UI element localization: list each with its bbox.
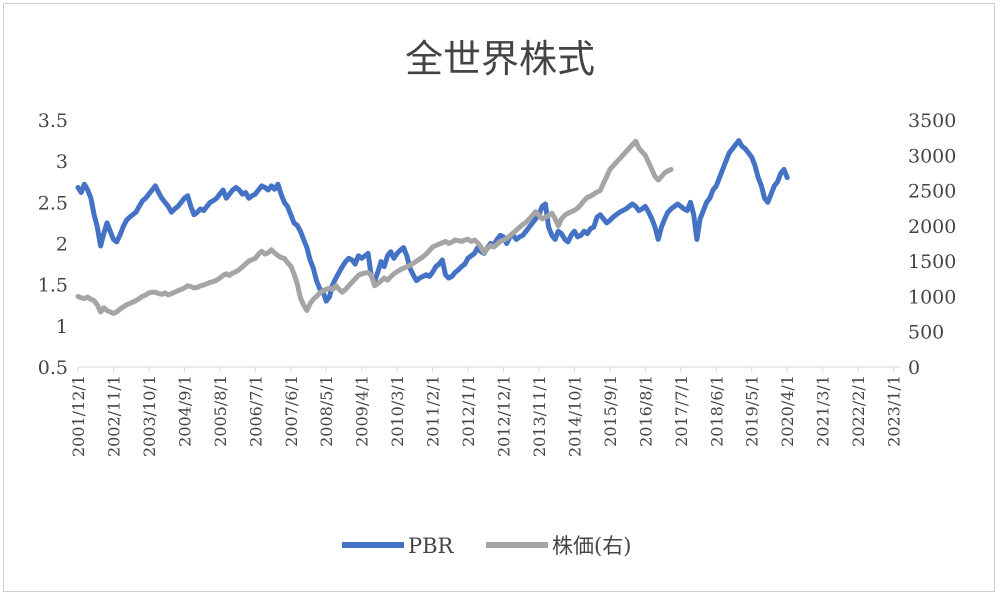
x-axis-tick: 2010/3/1 — [388, 375, 407, 447]
x-axis-tick: 2003/10/1 — [140, 375, 159, 457]
x-axis: 2001/12/1 2002/11/1 2003/10/1 2004/9/1 2005/… — [69, 367, 904, 457]
x-axis-tick: 2005/8/1 — [211, 375, 230, 447]
x-axis-tick: 2018/6/1 — [707, 375, 726, 447]
right-axis-tick: 0 — [908, 357, 920, 379]
x-axis-tick: 2004/9/1 — [175, 375, 194, 447]
x-axis-tick: 2014/10/1 — [565, 375, 584, 457]
left-y-axis: 3.5 3 2.5 2 1.5 1 0.5 — [38, 110, 68, 379]
right-axis-tick: 2000 — [908, 216, 956, 238]
x-axis-tick: 2015/9/1 — [601, 375, 620, 447]
x-axis-tick: 2008/5/1 — [317, 375, 336, 447]
right-y-axis: 3500 3000 2500 2000 1500 1000 500 0 — [908, 110, 956, 379]
x-axis-tick: 2017/7/1 — [672, 375, 691, 447]
x-axis-tick: 2009/4/1 — [353, 375, 372, 447]
legend-label: 株価(右) — [552, 534, 631, 558]
x-axis-tick: 2012/12/1 — [495, 375, 514, 457]
x-axis-tick: 2006/7/1 — [246, 375, 265, 447]
left-axis-tick: 2.5 — [38, 192, 68, 214]
left-axis-tick: 2 — [56, 234, 68, 256]
x-axis-tick: 2021/3/1 — [814, 375, 833, 447]
left-axis-tick: 0.5 — [38, 357, 68, 379]
chart-frame — [3, 3, 995, 592]
x-axis-tick: 2020/4/1 — [778, 375, 797, 447]
right-axis-tick: 3000 — [908, 145, 956, 167]
right-axis-tick: 2500 — [908, 181, 956, 203]
pbr-line — [75, 138, 790, 304]
stock-price-line — [75, 138, 674, 316]
x-axis-tick: 2012/1/1 — [459, 375, 478, 447]
x-axis-tick: 2016/8/1 — [636, 375, 655, 447]
series-lines — [75, 138, 790, 316]
x-axis-tick: 2013/11/1 — [530, 375, 549, 457]
x-axis-tick: 2022/2/1 — [849, 375, 868, 447]
right-axis-tick: 500 — [908, 322, 944, 344]
legend-label: PBR — [408, 534, 455, 558]
left-axis-tick: 1.5 — [38, 275, 68, 297]
x-axis-tick: 2019/5/1 — [743, 375, 762, 447]
left-axis-tick: 3 — [56, 151, 68, 173]
x-axis-tick: 2023/1/1 — [885, 375, 904, 447]
left-axis-tick: 3.5 — [38, 110, 68, 132]
legend: PBR 株価(右) — [342, 534, 631, 558]
right-axis-tick: 1500 — [908, 251, 956, 273]
left-axis-tick: 1 — [56, 316, 68, 338]
x-axis-tick: 2011/2/1 — [424, 375, 443, 447]
x-axis-tick: 2001/12/1 — [69, 375, 88, 457]
right-axis-tick: 3500 — [908, 110, 956, 132]
chart-title: 全世界株式 — [405, 37, 595, 81]
x-axis-tick: 2007/6/1 — [282, 375, 301, 447]
x-axis-tick: 2002/11/1 — [104, 375, 123, 457]
right-axis-tick: 1000 — [908, 286, 956, 308]
